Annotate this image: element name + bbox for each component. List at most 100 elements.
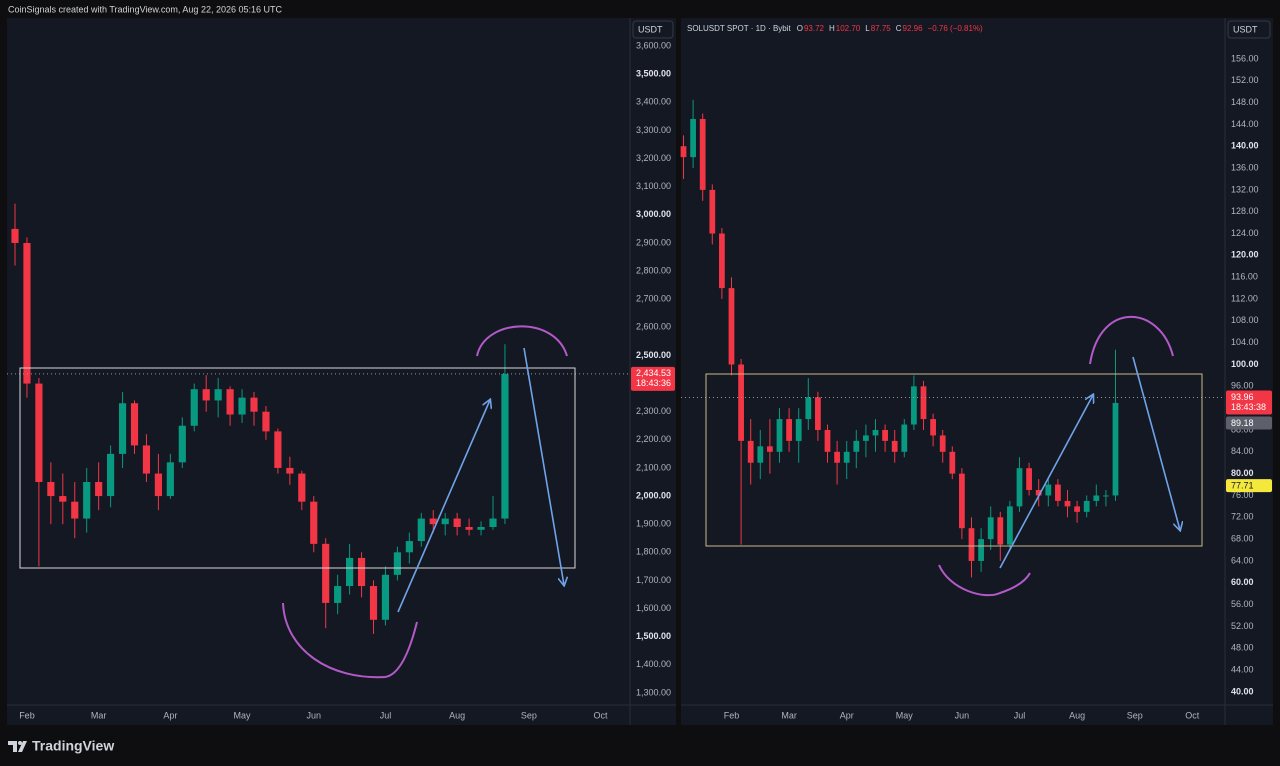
price-label-box: [631, 366, 675, 391]
y-tick-label: 1,600.00: [636, 603, 671, 613]
x-tick-label: Oct: [1185, 710, 1200, 720]
legend-text: C: [896, 24, 902, 33]
y-tick-label: 124.00: [1231, 228, 1259, 238]
candle-body: [1112, 402, 1119, 496]
y-tick-label: 132.00: [1231, 184, 1259, 194]
candle-body: [738, 364, 744, 441]
legend-text: 102.70: [836, 24, 861, 33]
x-tick-label: Jul: [380, 710, 392, 720]
logo: TradingView: [8, 738, 114, 754]
y-tick-label: 1,500.00: [636, 631, 671, 641]
x-tick-label: Sep: [521, 710, 537, 720]
candle-body: [202, 389, 210, 401]
arc: [1089, 315, 1174, 365]
y-tick-label: 72.00: [1231, 512, 1254, 522]
candle-body: [872, 429, 879, 436]
candle-body: [853, 440, 860, 452]
price-label: 77.71: [1231, 481, 1254, 491]
y-tick-label: 3,100.00: [636, 181, 671, 191]
x-tick-label: Jun: [955, 710, 970, 720]
candle-body: [786, 419, 792, 441]
arc: [476, 325, 568, 357]
y-tick-label: 1,900.00: [636, 519, 671, 529]
candle-body: [882, 429, 888, 441]
candle-body: [997, 517, 1004, 545]
y-tick-label: 108.00: [1231, 315, 1259, 325]
y-tick-label: 116.00: [1231, 272, 1258, 282]
candle-body: [23, 242, 31, 384]
candle-body: [978, 539, 984, 561]
candle-body: [709, 189, 716, 234]
candle-body: [226, 389, 234, 415]
candle-body: [1055, 484, 1061, 501]
header-text: CoinSignals created with TradingView.com…: [8, 4, 282, 14]
price-label: 93.96: [1231, 392, 1254, 402]
drawings: [19, 315, 1203, 679]
y-tick-label: 1,700.00: [636, 575, 671, 585]
y-tick-label: 1,400.00: [636, 659, 671, 669]
x-tick-label: Feb: [19, 710, 35, 720]
candle-body: [680, 146, 687, 158]
y-tick-label: 40.00: [1231, 686, 1254, 696]
candle-body: [405, 541, 413, 553]
range-box: [19, 367, 576, 569]
candle-body: [719, 233, 725, 289]
price-label-box: [1226, 416, 1272, 430]
currency-label: USDT: [638, 24, 663, 34]
candle-body: [1007, 506, 1013, 545]
candle-body: [142, 445, 151, 474]
arc: [282, 602, 418, 679]
x-tick-label: Aug: [449, 710, 465, 720]
y-tick-label: 44.00: [1231, 664, 1254, 674]
candle-body: [381, 574, 390, 620]
y-tick-label: 2,700.00: [636, 294, 671, 304]
candle-body: [95, 481, 103, 497]
candle-body: [465, 526, 473, 530]
candle-body: [815, 397, 821, 430]
y-tick-label: 104.00: [1231, 337, 1259, 347]
candle-body: [949, 451, 956, 474]
candle-body: [71, 501, 79, 519]
x-tick-label: Apr: [163, 710, 177, 720]
y-tick-label: 3,000.00: [636, 209, 671, 219]
y-tick-label: 140.00: [1231, 141, 1259, 151]
price-label-time: 18:43:38: [1231, 402, 1266, 412]
candle-body: [757, 446, 764, 463]
candle-body: [1093, 495, 1100, 501]
legend-text: SOLUSDT SPOT · 1D · Bybit: [687, 24, 792, 33]
candle-body: [1026, 468, 1032, 491]
candle-body: [1035, 490, 1042, 496]
currency-box: [632, 20, 674, 39]
range-box: [705, 373, 1203, 547]
arrow: [397, 400, 490, 613]
x-tick-label: Jun: [306, 710, 321, 720]
legend-text: L: [865, 24, 870, 33]
candle-body: [1083, 500, 1090, 512]
y-tick-label: 120.00: [1231, 250, 1259, 260]
y-tick-label: 52.00: [1231, 621, 1254, 631]
candle-body: [441, 518, 449, 525]
y-tick-label: 128.00: [1231, 206, 1259, 216]
price-label-box: [1226, 479, 1272, 493]
candle-body: [286, 467, 294, 474]
y-tick-label: 1,300.00: [636, 687, 671, 697]
candle-body: [824, 429, 831, 452]
candle-body: [1045, 484, 1052, 496]
candle-body: [891, 440, 898, 452]
candle-body: [118, 403, 127, 454]
candle-body: [805, 397, 812, 420]
y-tick-label: 80.00: [1231, 468, 1254, 478]
logo-text: TradingView: [32, 738, 114, 754]
y-tick-label: 1,800.00: [636, 547, 671, 557]
x-tick-label: Mar: [781, 710, 797, 720]
legend-text: 93.72: [804, 24, 825, 33]
x-tick-label: May: [234, 710, 252, 720]
currency-label: USDT: [1233, 24, 1258, 34]
candle-body: [795, 419, 802, 441]
legend-text: 92.96: [903, 24, 924, 33]
candle-body: [357, 557, 366, 587]
candle-body: [959, 473, 965, 529]
candle-body: [238, 397, 246, 415]
